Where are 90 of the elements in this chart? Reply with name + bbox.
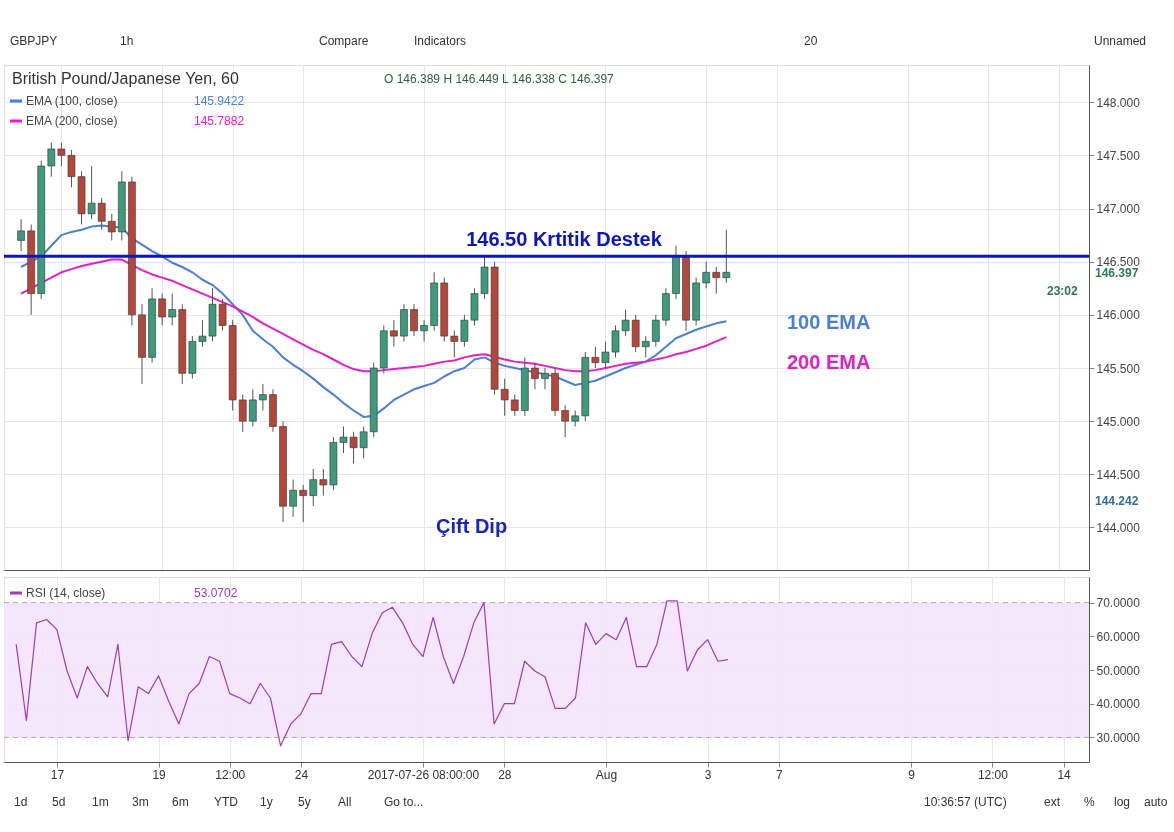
x-tick-label: 14 (1057, 767, 1072, 782)
candlestick (309, 468, 318, 507)
annotation: 145.7882 (194, 114, 245, 128)
candlestick (510, 394, 519, 417)
text: 1d (14, 795, 28, 809)
candlestick (158, 293, 166, 326)
annotation: Çift Dip (436, 515, 508, 537)
text: GBPJPY (10, 34, 58, 48)
candlestick (259, 383, 267, 412)
x-tick-label: 17 (50, 767, 65, 782)
text: 3m (132, 795, 149, 809)
x-tick-label: 2017-07-26 08:00:00 (367, 767, 480, 782)
annotation: 200 EMA (787, 351, 871, 373)
y-tick-label: 144.000 (1096, 520, 1141, 535)
y-tick-label: 50.0000 (1096, 663, 1141, 678)
candlestick (561, 404, 569, 438)
annotation: 145.9422 (194, 94, 245, 108)
text: Compare (319, 34, 369, 48)
candlestick (420, 319, 428, 342)
candlestick (531, 362, 539, 390)
candlestick (47, 142, 56, 178)
text: 5y (298, 795, 311, 809)
candlestick (168, 293, 177, 326)
x-tick-label: 7 (776, 767, 784, 782)
candlestick (500, 378, 509, 417)
y-tick-label: 30.0000 (1096, 730, 1141, 745)
x-tick-label: 28 (498, 767, 512, 782)
candlestick (652, 314, 660, 348)
x-tick-label: 19 (152, 767, 167, 782)
text: Unnamed (1094, 34, 1147, 48)
candlestick (97, 197, 106, 231)
text: auto (1144, 795, 1168, 809)
legend-label: EMA (200, close) (26, 114, 118, 128)
candlestick (289, 479, 297, 518)
text: 146.397 (1095, 266, 1139, 280)
y-tick-label: 146.000 (1096, 308, 1141, 323)
candlestick (17, 218, 25, 252)
y-tick-label: 144.500 (1096, 467, 1141, 482)
y-tick-label: 147.500 (1096, 148, 1141, 163)
text: 5d (52, 795, 66, 809)
candlestick (722, 229, 731, 284)
annotation: 23:02 (1047, 284, 1079, 298)
annotation: 53.0702 (194, 586, 238, 600)
x-tick-label: 3 (704, 767, 712, 782)
y-tick-label: 145.500 (1096, 361, 1141, 376)
legend-label: EMA (100, close) (26, 94, 118, 108)
text: 6m (172, 795, 189, 809)
text: log (1114, 795, 1131, 809)
candlestick (249, 388, 257, 427)
y-tick-label: 70.0000 (1096, 596, 1141, 611)
text: All (338, 795, 352, 809)
candlestick (319, 468, 328, 497)
text: YTD (214, 795, 239, 809)
legend-label: RSI (14, close) (26, 586, 106, 600)
candlestick (450, 330, 459, 358)
candlestick (107, 213, 116, 241)
text: Indicators (414, 34, 467, 48)
candlestick (702, 261, 710, 289)
candlestick (299, 484, 307, 523)
annotation: 100 EMA (787, 311, 871, 333)
ref-line-label: 146.50 Krtitik Destek (466, 228, 663, 251)
text: 10:36:57 (UTC) (924, 795, 1007, 809)
candlestick (641, 335, 650, 358)
x-tick-label: 24 (294, 767, 309, 782)
text: 20 (804, 34, 818, 48)
text: O 146.389 H 146.449 L 146.338 C 146.397 (384, 72, 615, 86)
text: 1h (120, 34, 134, 48)
candlestick (390, 319, 398, 348)
y-tick-label: 145.000 (1096, 414, 1141, 429)
candlestick (712, 266, 721, 295)
text: 1m (92, 795, 109, 809)
y-tick-label: 40.0000 (1096, 697, 1141, 712)
line-series (20, 258, 728, 373)
x-tick-label: 12:00 (215, 767, 246, 782)
text: Go to... (384, 795, 424, 809)
candlestick (238, 394, 247, 433)
line-series (15, 600, 729, 747)
candlestick (410, 303, 418, 337)
text: 1y (260, 795, 273, 809)
x-tick-label: 9 (908, 767, 916, 782)
y-tick-label: 147.000 (1096, 202, 1141, 217)
x-tick-label: Aug (595, 767, 618, 782)
candlestick (541, 367, 549, 390)
x-tick-label: 12:00 (977, 767, 1009, 782)
chart-title: British Pound/Japanese Yen, 60 (12, 70, 239, 87)
y-tick-label: 60.0000 (1096, 629, 1141, 644)
y-tick-label: 148.000 (1096, 95, 1141, 110)
text: % (1084, 795, 1095, 809)
text: ext (1044, 795, 1061, 809)
text: 144.242 (1095, 494, 1139, 508)
